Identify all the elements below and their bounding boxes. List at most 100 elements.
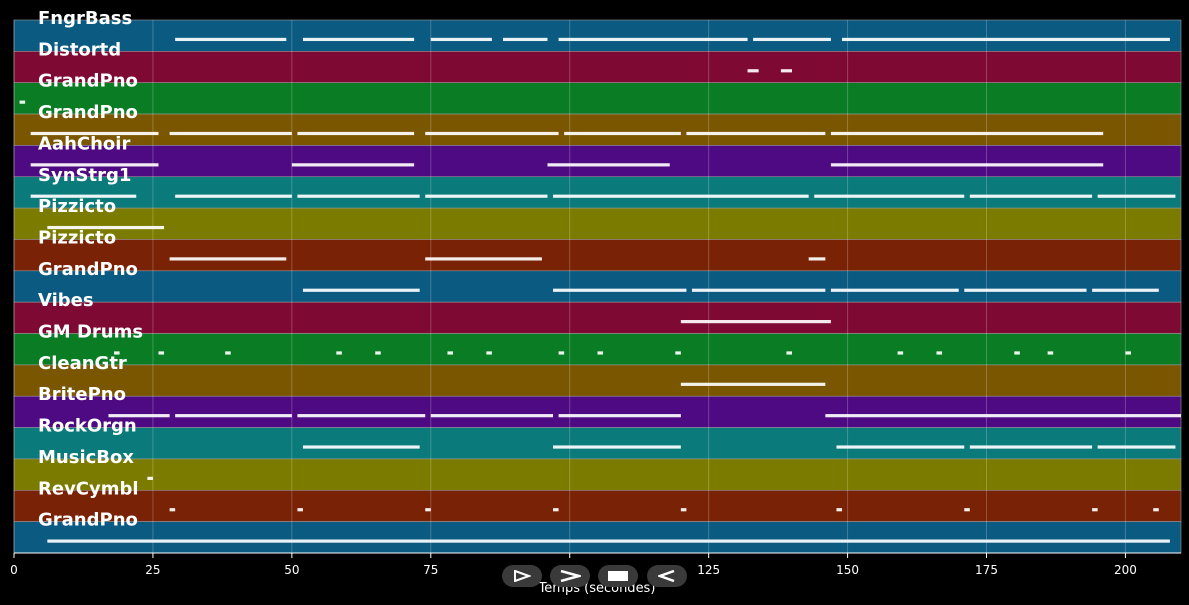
note-mark <box>553 508 559 512</box>
track-row <box>13 270 1182 303</box>
note-mark <box>425 508 431 512</box>
note-mark <box>225 351 231 355</box>
note-mark <box>680 382 826 386</box>
note-mark <box>680 508 687 512</box>
track-label: GrandPno <box>38 259 138 280</box>
stop-button[interactable] <box>598 565 638 587</box>
note-mark <box>486 351 492 355</box>
note-mark <box>336 351 342 355</box>
track-row <box>13 82 1182 115</box>
note-mark <box>780 69 792 73</box>
track-label: GrandPno <box>38 102 138 123</box>
note-mark <box>558 37 748 42</box>
note-mark <box>297 194 420 198</box>
track-label: GrandPno <box>38 510 138 531</box>
note-mark <box>597 351 604 355</box>
note-mark <box>158 351 165 355</box>
track-row <box>13 239 1182 272</box>
note-mark <box>836 445 965 449</box>
x-tick-label: 150 <box>836 563 859 577</box>
playback-controls <box>502 565 690 587</box>
note-mark <box>897 351 904 355</box>
note-mark <box>1125 351 1131 355</box>
note-mark <box>814 194 965 198</box>
stop-icon <box>608 571 628 581</box>
note-mark <box>558 351 565 355</box>
x-tick-label: 75 <box>423 563 438 577</box>
note-mark <box>30 131 159 136</box>
track-label: SynStrg1 <box>38 165 131 186</box>
note-mark <box>830 163 1104 167</box>
play-reverse-icon <box>658 570 675 582</box>
note-mark <box>830 131 1104 136</box>
track-row <box>13 176 1182 209</box>
note-mark <box>564 131 681 136</box>
note-mark <box>30 163 159 167</box>
note-mark <box>1097 194 1176 198</box>
note-mark <box>47 225 165 230</box>
note-mark <box>297 414 426 418</box>
note-mark <box>291 163 415 167</box>
track-row <box>13 333 1182 366</box>
note-mark <box>175 194 292 198</box>
track-label: Distortd <box>38 39 121 60</box>
note-mark <box>686 131 826 136</box>
track-label: BritePno <box>38 384 126 405</box>
note-mark <box>175 414 292 418</box>
track-row <box>13 207 1182 240</box>
play-forward-icon <box>514 570 531 582</box>
note-mark <box>753 37 831 42</box>
note-mark <box>747 69 759 73</box>
track-label: RockOrgn <box>38 416 137 437</box>
note-mark <box>175 37 287 42</box>
note-mark <box>147 476 153 480</box>
track-row <box>13 395 1182 428</box>
note-mark <box>1092 288 1159 292</box>
note-mark <box>503 37 548 42</box>
note-mark <box>675 351 681 355</box>
x-tick-label: 0 <box>10 563 18 577</box>
track-label: FngrBass <box>38 8 132 29</box>
x-tick-label: 50 <box>284 563 299 577</box>
play-reverse-button[interactable] <box>647 565 687 587</box>
track-row <box>13 427 1182 460</box>
track-row <box>13 51 1182 84</box>
note-mark <box>47 539 1170 543</box>
note-mark <box>30 194 137 198</box>
track-label: Vibes <box>38 290 94 311</box>
track-row <box>13 521 1182 554</box>
track-label: MusicBox <box>38 447 134 468</box>
track-label: AahChoir <box>38 133 130 154</box>
x-tick-label: 200 <box>1114 563 1137 577</box>
note-mark <box>553 194 809 198</box>
note-mark <box>553 445 681 449</box>
track-row <box>13 19 1182 52</box>
track-label: Pizzicto <box>38 227 116 248</box>
play-forward-button[interactable] <box>502 565 542 587</box>
note-mark <box>169 257 287 261</box>
note-mark <box>297 508 303 512</box>
note-mark <box>964 508 970 512</box>
note-mark <box>969 194 1093 198</box>
note-mark <box>108 414 170 418</box>
note-mark <box>680 320 831 324</box>
note-mark <box>425 131 559 136</box>
track-label: Pizzicto <box>38 196 116 217</box>
note-mark <box>969 445 1093 449</box>
note-mark <box>302 37 415 42</box>
note-mark <box>297 131 415 136</box>
track-row <box>13 364 1182 397</box>
note-mark <box>547 163 670 167</box>
note-mark <box>114 351 120 355</box>
fast-forward-button[interactable] <box>550 565 590 587</box>
note-mark <box>302 288 420 292</box>
x-tick-label: 125 <box>697 563 720 577</box>
track-row <box>13 113 1182 146</box>
track-row <box>13 458 1182 491</box>
note-mark <box>302 445 420 449</box>
note-mark <box>842 37 1170 42</box>
note-mark <box>691 288 826 292</box>
note-mark <box>19 100 26 104</box>
x-tick-label: 175 <box>975 563 998 577</box>
